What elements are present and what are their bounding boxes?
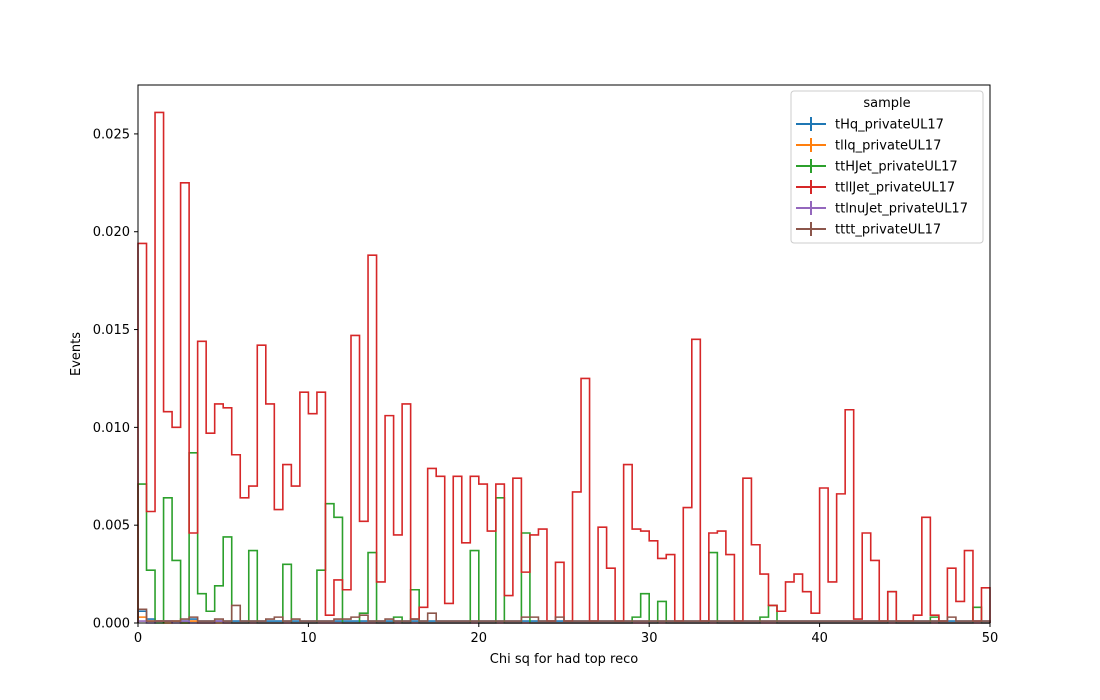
x-tick-label: 0 bbox=[134, 631, 142, 646]
legend-label: tHq_privateUL17 bbox=[835, 118, 944, 133]
legend-label: ttHJet_privateUL17 bbox=[835, 160, 958, 175]
series-ttlljet-privateul17-step bbox=[137, 111, 991, 623]
y-axis-title: Events bbox=[69, 332, 84, 376]
x-axis-title: Chi sq for had top reco bbox=[490, 652, 638, 667]
y-tick-label: 0.010 bbox=[93, 421, 130, 436]
x-tick-label: 10 bbox=[300, 631, 317, 646]
plot-frame bbox=[137, 84, 991, 624]
legend-title: sample bbox=[863, 96, 910, 111]
y-tick-label: 0.015 bbox=[93, 323, 130, 338]
legend-entries: tHq_privateUL17 tllq_privateUL17 ttHJet_pr… bbox=[796, 117, 968, 238]
legend-box bbox=[790, 90, 984, 244]
x-tick-label: 50 bbox=[982, 631, 999, 646]
y-tick-label: 0.020 bbox=[93, 225, 130, 240]
legend-label: ttllJet_privateUL17 bbox=[835, 181, 955, 196]
legend-label: ttlnuJet_privateUL17 bbox=[835, 202, 968, 217]
series-tttt-privateul17-step bbox=[137, 604, 991, 623]
x-tick-label: 40 bbox=[811, 631, 828, 646]
legend-label: tllq_privateUL17 bbox=[835, 139, 941, 154]
y-tick-label: 0.005 bbox=[93, 519, 130, 534]
legend: sample tHq_privateUL17 tllq_privateUL17tt… bbox=[790, 90, 984, 244]
y-tick-label: 0.025 bbox=[93, 127, 130, 142]
x-axis-ticks: 0 10 20 30 40 50 bbox=[134, 623, 998, 646]
y-tick-label: 0.000 bbox=[93, 617, 130, 632]
y-axis-ticks: 0.000 0.005 0.010 0.015 0.020 0.025 bbox=[93, 127, 138, 632]
x-tick-label: 30 bbox=[641, 631, 658, 646]
x-tick-label: 20 bbox=[471, 631, 488, 646]
legend-label: tttt_privateUL17 bbox=[835, 223, 941, 238]
